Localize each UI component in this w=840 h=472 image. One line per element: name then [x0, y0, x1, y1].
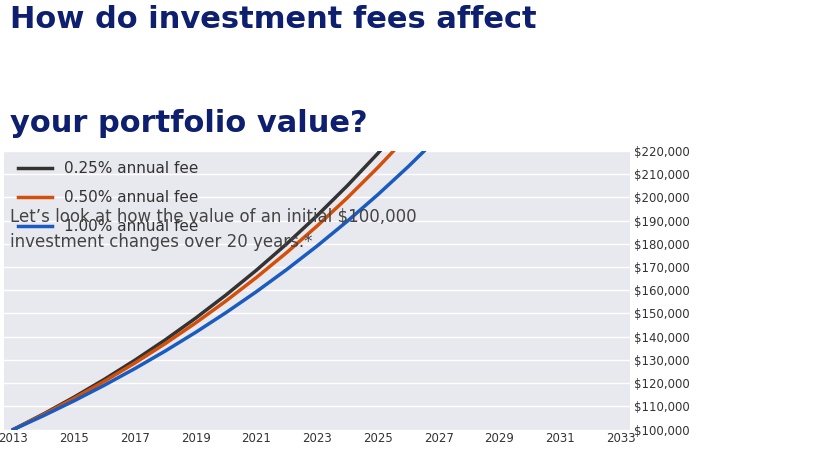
1.00% annual fee	[221, 310, 231, 315]
0.25% annual fee	[403, 116, 413, 122]
0.50% annual fee	[403, 133, 413, 138]
0.50% annual fee	[69, 396, 79, 401]
0.50% annual fee	[312, 223, 322, 229]
Line: 0.50% annual fee: 0.50% annual fee	[13, 0, 621, 430]
1.00% annual fee	[39, 413, 49, 418]
1.00% annual fee	[160, 348, 171, 354]
0.50% annual fee	[281, 250, 291, 255]
0.50% annual fee	[433, 98, 444, 104]
Text: How do investment fees affect: How do investment fees affect	[10, 5, 537, 34]
0.50% annual fee	[160, 341, 171, 346]
0.25% annual fee	[160, 337, 171, 343]
1.00% annual fee	[555, 0, 565, 2]
1.00% annual fee	[130, 366, 140, 371]
0.50% annual fee	[494, 23, 504, 29]
0.25% annual fee	[343, 183, 353, 188]
0.50% annual fee	[373, 165, 383, 170]
1.00% annual fee	[403, 164, 413, 169]
0.25% annual fee	[39, 411, 49, 417]
0.25% annual fee	[69, 394, 79, 400]
0.50% annual fee	[99, 379, 109, 384]
0.25% annual fee	[494, 0, 504, 5]
1.00% annual fee	[433, 134, 444, 140]
0.25% annual fee	[251, 268, 261, 273]
0.25% annual fee	[191, 315, 201, 321]
1.00% annual fee	[464, 102, 474, 108]
1.00% annual fee	[191, 329, 201, 335]
1.00% annual fee	[99, 382, 109, 388]
Text: your portfolio value?: your portfolio value?	[10, 109, 368, 137]
0.25% annual fee	[312, 213, 322, 219]
0.50% annual fee	[191, 320, 201, 326]
0.50% annual fee	[251, 275, 261, 280]
1.00% annual fee	[494, 69, 504, 75]
Text: Let’s look at how the value of an initial $100,000
investment changes over 20 ye: Let’s look at how the value of an initia…	[10, 208, 417, 251]
0.25% annual fee	[433, 80, 444, 85]
0.50% annual fee	[343, 195, 353, 201]
0.50% annual fee	[39, 412, 49, 417]
0.25% annual fee	[99, 377, 109, 382]
1.00% annual fee	[8, 427, 18, 432]
0.25% annual fee	[464, 41, 474, 46]
0.25% annual fee	[130, 357, 140, 363]
0.25% annual fee	[373, 151, 383, 156]
1.00% annual fee	[373, 192, 383, 197]
Line: 0.25% annual fee: 0.25% annual fee	[13, 0, 621, 430]
1.00% annual fee	[281, 267, 291, 272]
1.00% annual fee	[343, 218, 353, 224]
1.00% annual fee	[312, 243, 322, 249]
0.50% annual fee	[464, 62, 474, 67]
Line: 1.00% annual fee: 1.00% annual fee	[13, 0, 621, 430]
1.00% annual fee	[525, 34, 535, 40]
0.25% annual fee	[8, 427, 18, 432]
0.25% annual fee	[281, 241, 291, 247]
1.00% annual fee	[69, 398, 79, 404]
1.00% annual fee	[251, 289, 261, 295]
0.50% annual fee	[130, 360, 140, 366]
0.25% annual fee	[221, 292, 231, 298]
Legend: 0.25% annual fee, 0.50% annual fee, 1.00% annual fee: 0.25% annual fee, 0.50% annual fee, 1.00…	[18, 161, 198, 234]
0.50% annual fee	[221, 298, 231, 304]
0.50% annual fee	[8, 427, 18, 432]
